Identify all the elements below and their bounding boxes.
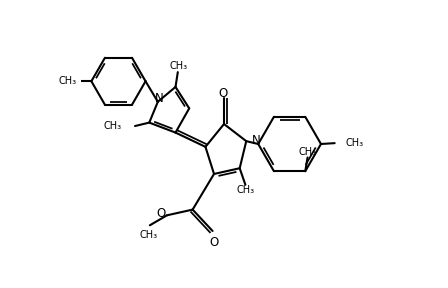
Text: CH₃: CH₃ — [103, 121, 121, 131]
Text: CH₃: CH₃ — [237, 185, 255, 196]
Text: N: N — [155, 92, 164, 105]
Text: O: O — [219, 87, 228, 100]
Text: O: O — [209, 236, 218, 249]
Text: CH₃: CH₃ — [298, 147, 317, 157]
Text: CH₃: CH₃ — [140, 230, 158, 240]
Text: N: N — [251, 134, 260, 147]
Text: CH₃: CH₃ — [58, 76, 77, 86]
Text: CH₃: CH₃ — [345, 138, 364, 148]
Text: CH₃: CH₃ — [169, 61, 187, 71]
Text: O: O — [156, 207, 165, 220]
